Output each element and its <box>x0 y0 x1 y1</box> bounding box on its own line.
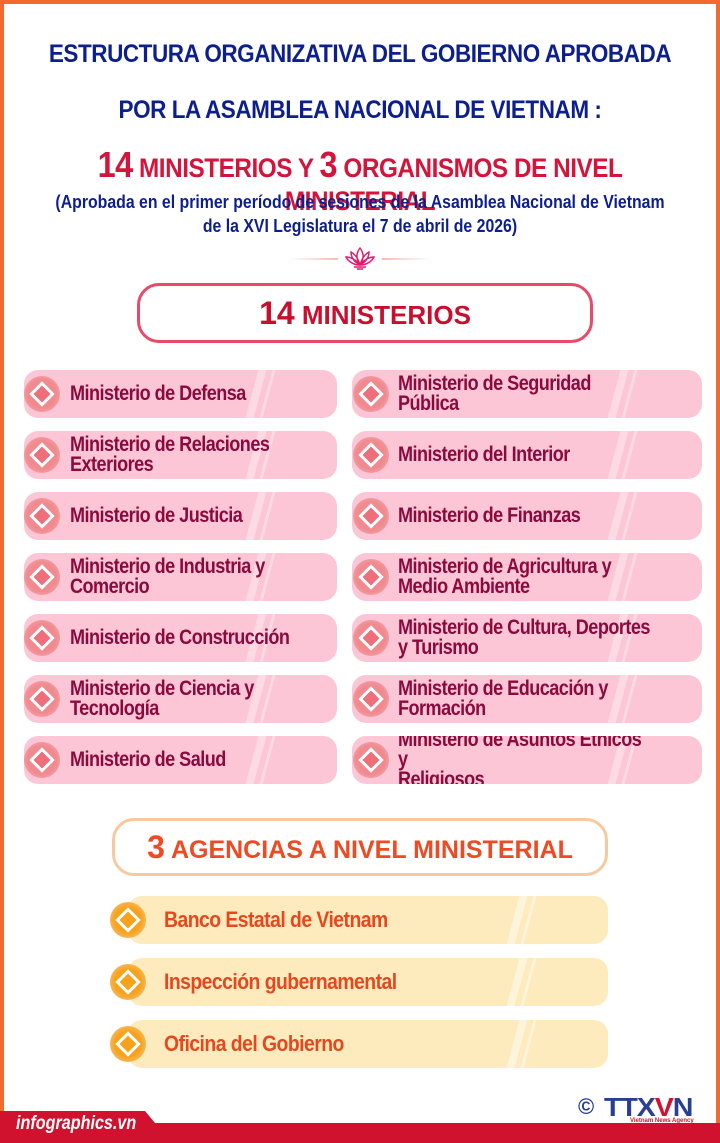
diamond-bullet-icon <box>110 964 146 1000</box>
footer-bar <box>0 1123 720 1143</box>
ministry-label: Ministerio de Construcción <box>70 626 290 649</box>
lotus-icon <box>345 246 375 270</box>
diamond-bullet-icon <box>353 498 389 534</box>
ministry-card: Ministerio de Finanzas <box>352 492 702 540</box>
diamond-bullet-icon <box>353 437 389 473</box>
ministry-label: Ministerio de Cultura, Deportes y Turism… <box>398 616 650 659</box>
agency-card: Banco Estatal de Vietnam <box>128 896 608 944</box>
divider <box>290 243 430 273</box>
headline-ministries-count: 14 <box>97 144 134 185</box>
ministry-card: Ministerio de Ciencia y Tecnología <box>24 675 337 723</box>
page-title-line2: POR LA ASAMBLEA NACIONAL DE VIETNAM : <box>118 96 602 124</box>
ministry-label: Ministerio de Educación y Formación <box>398 677 608 720</box>
ministry-card: Ministerio del Interior <box>352 431 702 479</box>
agencies-section-heading: 3 AGENCIAS A NIVEL MINISTERIAL <box>112 818 608 876</box>
footer-tab <box>0 1111 155 1143</box>
ministry-card: Ministerio de Agricultura y Medio Ambien… <box>352 553 702 601</box>
ministries-heading-text: MINISTERIOS <box>294 300 471 330</box>
ministry-label: Ministerio de Finanzas <box>398 504 581 527</box>
agency-label: Inspección gubernamental <box>164 969 397 994</box>
ministries-section-heading: 14 MINISTERIOS <box>137 283 593 343</box>
headline: 14 MINISTERIOS Y 3 ORGANISMOS DE NIVEL M… <box>36 144 684 217</box>
diamond-bullet-icon <box>24 681 60 717</box>
diamond-bullet-icon <box>110 902 146 938</box>
ministry-card: Ministerio de Industria y Comercio <box>24 553 337 601</box>
headline-text-2: ORGANISMOS DE NIVEL MINISTERIAL <box>284 153 623 216</box>
agencies-count: 3 <box>147 829 165 865</box>
ministry-label: Ministerio de Relaciones Exteriores <box>70 433 270 476</box>
agencies-heading-text: AGENCIAS A NIVEL MINISTERIAL <box>164 836 573 864</box>
agency-card: Oficina del Gobierno <box>128 1020 608 1068</box>
footer-brand[interactable]: infographics.vn <box>16 1113 137 1134</box>
diamond-bullet-icon <box>110 1026 146 1062</box>
logo-text: TTXVN <box>604 1092 693 1122</box>
ministry-card: Ministerio de Justicia <box>24 492 337 540</box>
subtitle-line1: (Aprobada en el primer período de sesion… <box>55 192 665 212</box>
diamond-bullet-icon <box>353 681 389 717</box>
diamond-bullet-icon <box>353 742 389 778</box>
ministries-count: 14 <box>259 295 295 331</box>
divider-line-left <box>290 258 338 260</box>
diamond-bullet-icon <box>24 376 60 412</box>
agency-label: Banco Estatal de Vietnam <box>164 907 388 932</box>
ttxvn-logo: © TTXVN Vietnam News Agency <box>578 1092 708 1124</box>
ministry-card: Ministerio de Construcción <box>24 614 337 662</box>
ministry-card: Ministerio de Relaciones Exteriores <box>24 431 337 479</box>
ministry-card: Ministerio de Educación y Formación <box>352 675 702 723</box>
ministry-card: Ministerio de Salud <box>24 736 337 784</box>
agency-label: Oficina del Gobierno <box>164 1031 344 1056</box>
ministry-card: Ministerio de Asuntos Étnicos y Religios… <box>352 736 702 784</box>
ministry-label: Ministerio de Defensa <box>70 382 246 405</box>
logo-tagline: Vietnam News Agency <box>630 1118 694 1124</box>
divider-line-right <box>382 258 430 260</box>
ministry-label: Ministerio de Asuntos Étnicos y Religios… <box>398 736 642 784</box>
ministry-card: Ministerio de Seguridad Pública <box>352 370 702 418</box>
ministry-label: Ministerio de Justicia <box>70 504 243 527</box>
diamond-bullet-icon <box>24 620 60 656</box>
ministry-label: Ministerio de Agricultura y Medio Ambien… <box>398 555 612 598</box>
ministry-card: Ministerio de Defensa <box>24 370 337 418</box>
ministry-label: Ministerio de Salud <box>70 748 226 771</box>
diamond-bullet-icon <box>353 620 389 656</box>
diamond-bullet-icon <box>24 742 60 778</box>
diamond-bullet-icon <box>353 376 389 412</box>
diamond-bullet-icon <box>24 498 60 534</box>
diamond-bullet-icon <box>353 559 389 595</box>
subtitle-line2: de la XVI Legislatura el 7 de abril de 2… <box>202 216 518 236</box>
ministry-label: Ministerio de Industria y Comercio <box>70 555 265 598</box>
subtitle: (Aprobada en el primer período de sesion… <box>43 190 677 238</box>
diamond-bullet-icon <box>24 559 60 595</box>
copyright-icon: © <box>578 1094 595 1119</box>
diamond-bullet-icon <box>24 437 60 473</box>
ministry-label: Ministerio de Ciencia y Tecnología <box>70 677 254 720</box>
headline-text-1: MINISTERIOS Y <box>132 153 320 183</box>
ministry-label: Ministerio del Interior <box>398 443 570 466</box>
ministry-card: Ministerio de Cultura, Deportes y Turism… <box>352 614 702 662</box>
agency-card: Inspección gubernamental <box>128 958 608 1006</box>
headline-agencies-count: 3 <box>319 144 338 185</box>
ministry-label: Ministerio de Seguridad Pública <box>398 372 591 415</box>
page-title-line1: ESTRUCTURA ORGANIZATIVA DEL GOBIERNO APR… <box>48 40 672 68</box>
